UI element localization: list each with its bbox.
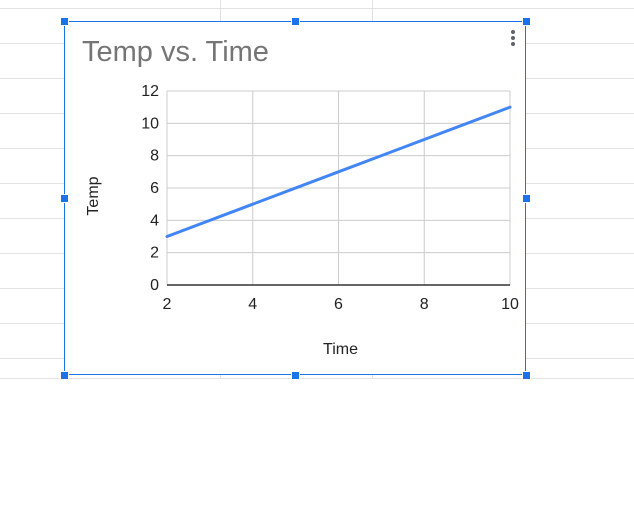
y-axis-label: Temp bbox=[85, 176, 102, 215]
chart-title: Temp vs. Time bbox=[82, 36, 269, 68]
x-tick-label: 10 bbox=[501, 296, 519, 313]
resize-handle[interactable] bbox=[522, 17, 531, 26]
chart-gridlines bbox=[166, 90, 511, 285]
kebab-dot bbox=[511, 36, 515, 40]
resize-handle[interactable] bbox=[291, 371, 300, 380]
x-tick-label: 8 bbox=[420, 296, 429, 313]
kebab-menu-icon[interactable] bbox=[508, 28, 518, 48]
y-tick-labels: 0 2 4 6 8 10 12 bbox=[141, 83, 159, 294]
resize-handle[interactable] bbox=[60, 194, 69, 203]
x-tick-label: 4 bbox=[248, 296, 257, 313]
y-tick-label: 2 bbox=[150, 245, 159, 262]
y-tick-label: 6 bbox=[150, 180, 159, 197]
kebab-dot bbox=[511, 30, 515, 34]
y-tick-label: 8 bbox=[150, 148, 159, 165]
resize-handle[interactable] bbox=[60, 371, 69, 380]
y-tick-label: 4 bbox=[150, 212, 159, 229]
x-axis-label: Time bbox=[323, 341, 358, 358]
series-line bbox=[165, 105, 512, 238]
resize-handle[interactable] bbox=[522, 371, 531, 380]
y-tick-label: 12 bbox=[141, 83, 159, 100]
x-tick-label: 2 bbox=[163, 296, 172, 313]
resize-handle[interactable] bbox=[291, 17, 300, 26]
series-layer bbox=[165, 105, 512, 238]
chart-container[interactable] bbox=[64, 21, 526, 375]
kebab-dot bbox=[511, 42, 515, 46]
resize-handle[interactable] bbox=[522, 194, 531, 203]
y-tick-label: 10 bbox=[141, 115, 159, 132]
y-tick-label: 0 bbox=[150, 277, 159, 294]
resize-handle[interactable] bbox=[60, 17, 69, 26]
x-tick-label: 6 bbox=[334, 296, 343, 313]
x-tick-labels: 2 4 6 8 10 bbox=[163, 296, 519, 313]
